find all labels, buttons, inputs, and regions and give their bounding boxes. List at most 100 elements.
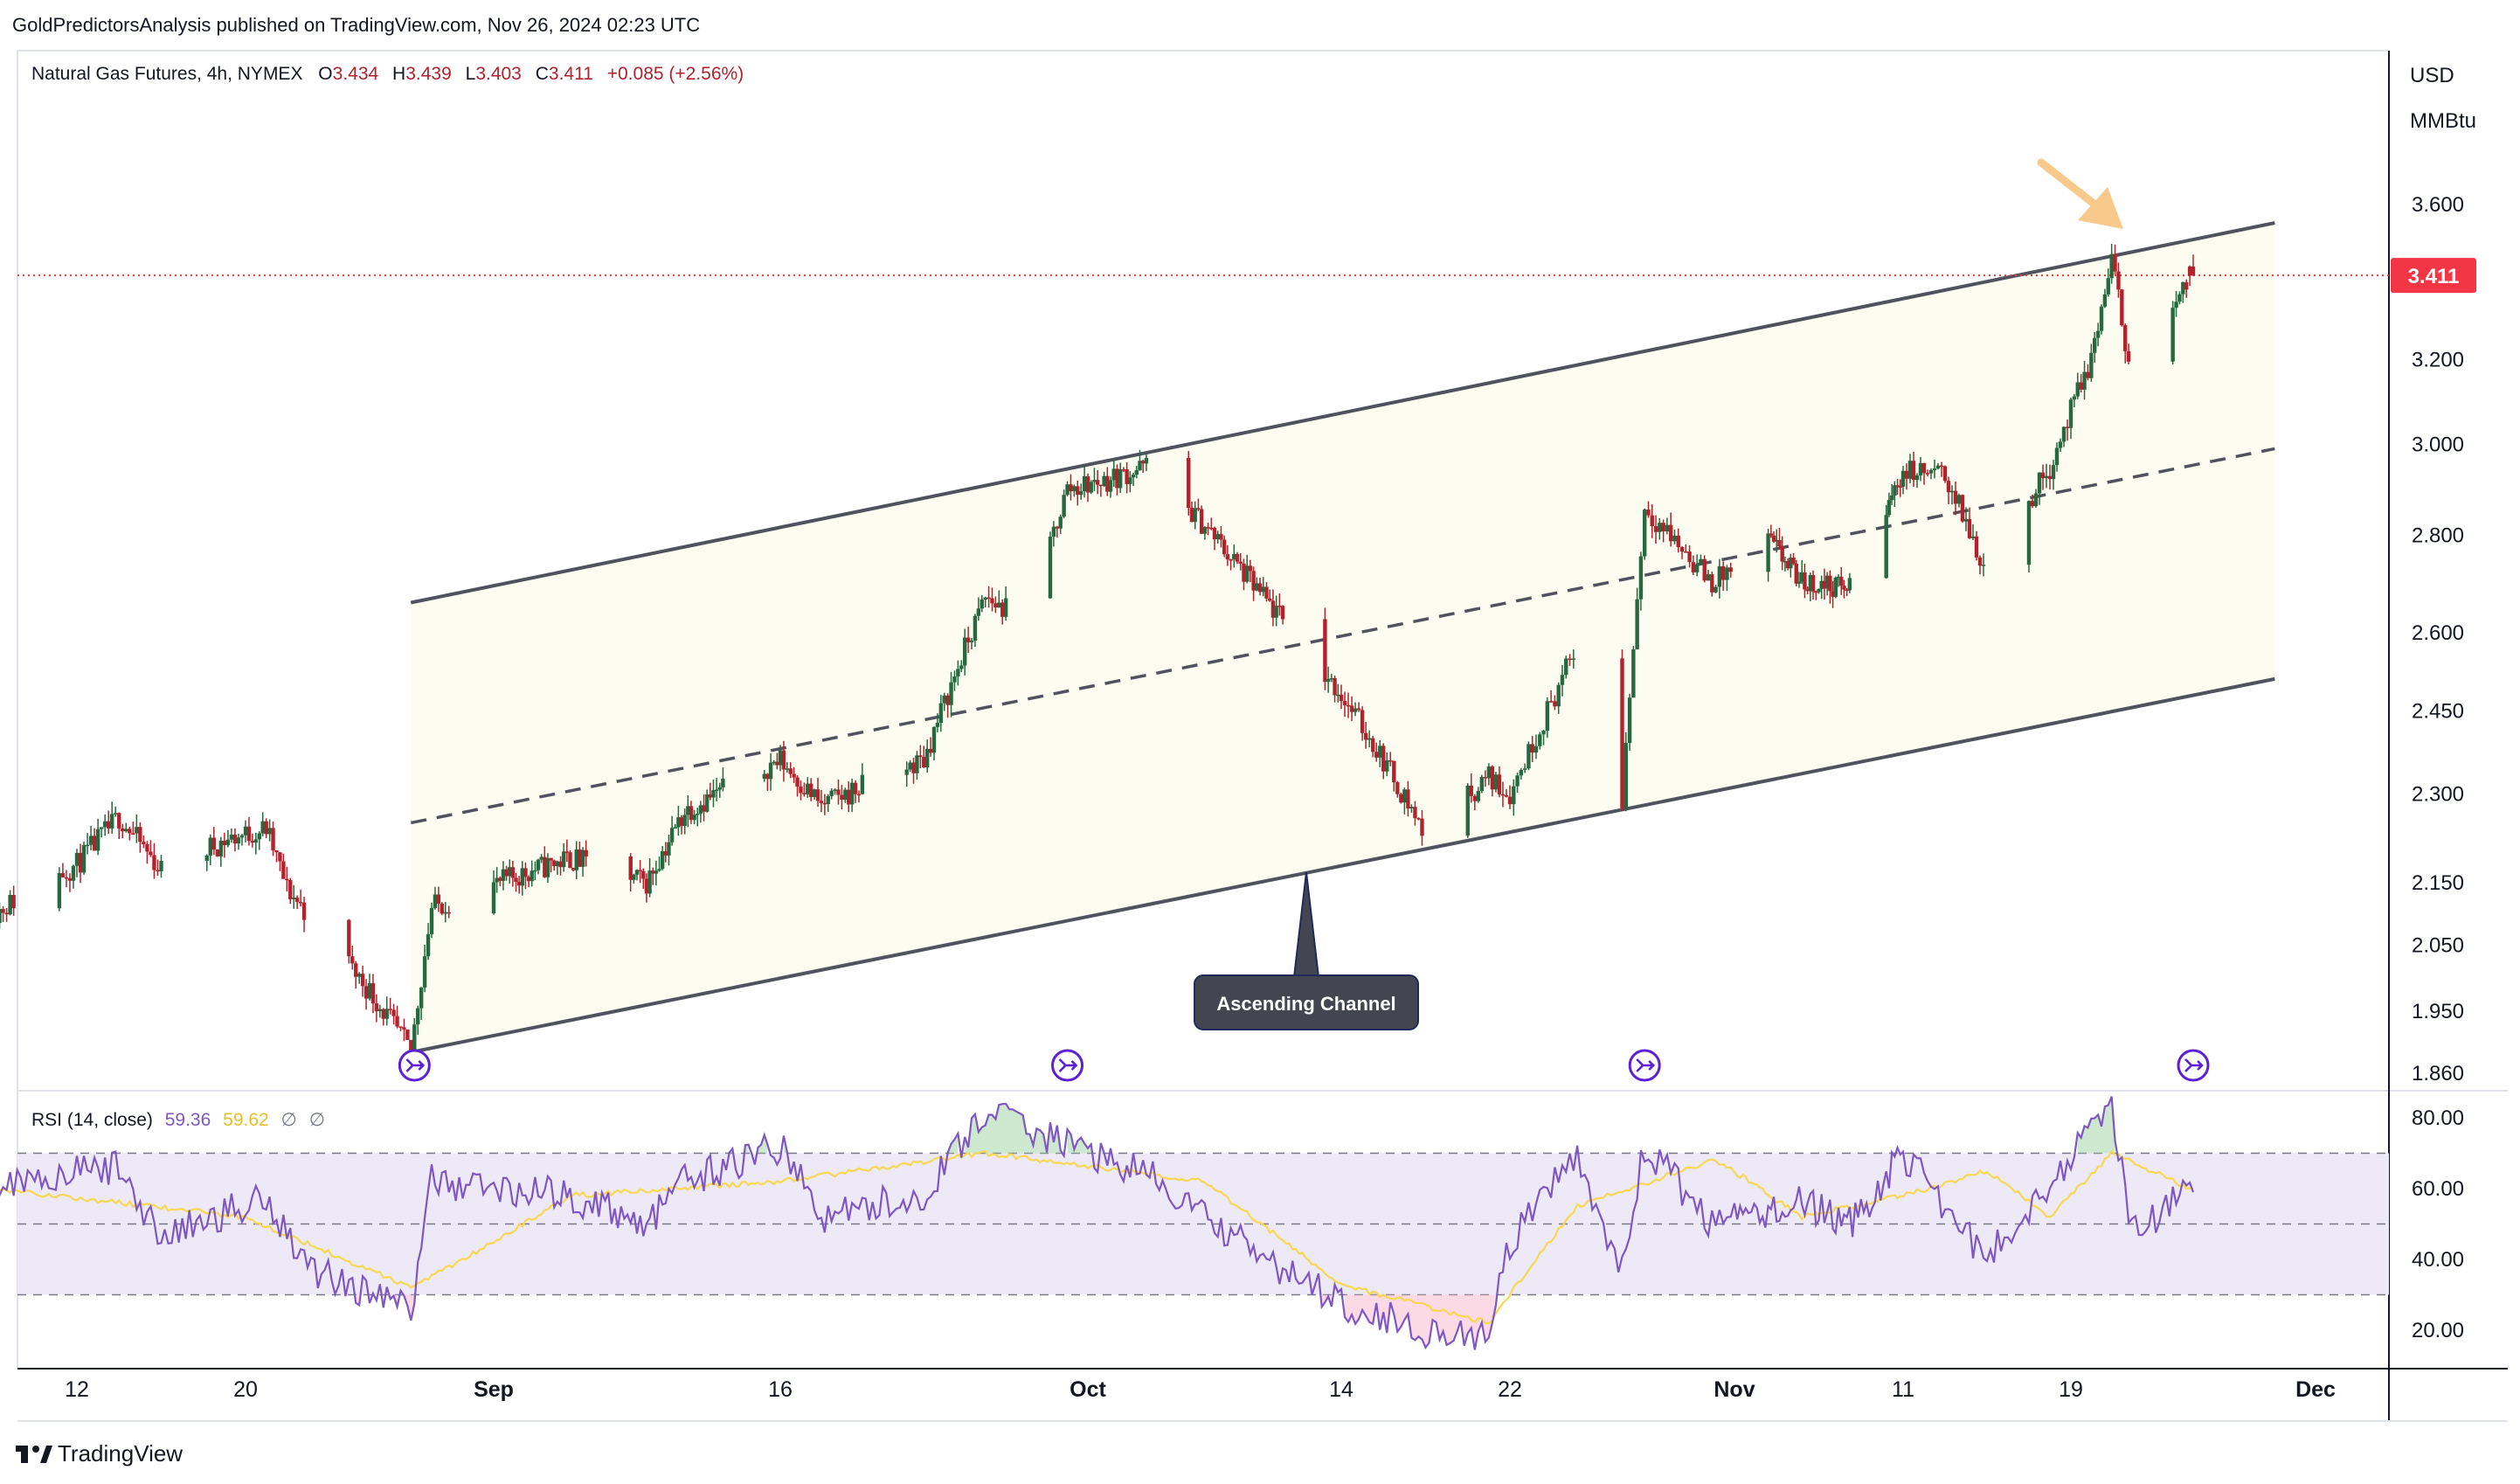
candle[interactable] — [67, 873, 73, 892]
candle[interactable] — [11, 885, 16, 916]
candle[interactable] — [1800, 559, 1804, 585]
candle[interactable] — [2126, 343, 2131, 364]
candle[interactable] — [976, 597, 981, 621]
candle[interactable] — [1115, 464, 1119, 496]
candle[interactable] — [1268, 589, 1272, 602]
candle[interactable] — [1643, 508, 1647, 560]
candle[interactable] — [698, 801, 703, 823]
candle[interactable] — [1783, 556, 1788, 572]
candle[interactable] — [498, 876, 502, 886]
candle[interactable] — [1235, 551, 1240, 565]
candle[interactable] — [2026, 500, 2032, 572]
candle[interactable] — [1564, 655, 1568, 679]
candle[interactable] — [1413, 801, 1417, 826]
candle[interactable] — [99, 827, 104, 838]
candle[interactable] — [1251, 566, 1256, 601]
candle[interactable] — [292, 884, 296, 909]
candle[interactable] — [1939, 461, 1944, 477]
candle[interactable] — [225, 829, 231, 848]
candle[interactable] — [2079, 374, 2083, 393]
candle[interactable] — [2061, 426, 2067, 447]
candle[interactable] — [918, 745, 923, 769]
candle[interactable] — [510, 861, 516, 887]
candle[interactable] — [1082, 465, 1087, 498]
candle[interactable] — [1497, 766, 1502, 798]
candle[interactable] — [440, 902, 445, 916]
candle[interactable] — [1553, 695, 1557, 711]
candle[interactable] — [1388, 752, 1393, 766]
candle[interactable] — [1512, 779, 1516, 816]
candle[interactable] — [1556, 682, 1561, 714]
candle[interactable] — [561, 843, 566, 872]
candle[interactable] — [1627, 693, 1632, 751]
candle[interactable] — [1134, 465, 1139, 479]
candle[interactable] — [145, 841, 149, 864]
candle[interactable] — [997, 590, 1001, 608]
candle[interactable] — [1504, 788, 1509, 798]
candle[interactable] — [1189, 501, 1194, 523]
candle[interactable] — [1367, 730, 1372, 748]
candle[interactable] — [949, 671, 953, 718]
candle[interactable] — [1530, 736, 1534, 763]
candle[interactable] — [657, 856, 661, 872]
candle[interactable] — [1548, 690, 1554, 703]
candle[interactable] — [1072, 484, 1077, 497]
candle[interactable] — [1887, 492, 1892, 517]
candle[interactable] — [1051, 521, 1056, 547]
candle[interactable] — [1500, 781, 1506, 808]
candle[interactable] — [956, 660, 960, 686]
candle[interactable] — [1791, 553, 1796, 565]
candle[interactable] — [1209, 517, 1214, 530]
candle[interactable] — [1828, 570, 1832, 604]
candle[interactable] — [2030, 494, 2035, 509]
candle[interactable] — [545, 853, 550, 884]
candle[interactable] — [651, 867, 655, 885]
candle[interactable] — [571, 868, 576, 872]
candle[interactable] — [931, 726, 937, 761]
candle[interactable] — [1128, 471, 1132, 493]
candle[interactable] — [628, 853, 633, 891]
candle[interactable] — [1058, 514, 1063, 534]
candle[interactable] — [833, 788, 837, 795]
candle[interactable] — [689, 801, 694, 824]
candle[interactable] — [285, 866, 289, 891]
candle[interactable] — [1248, 559, 1253, 582]
candle[interactable] — [1568, 654, 1572, 667]
candle[interactable] — [673, 823, 677, 829]
candle[interactable] — [1416, 817, 1421, 821]
candle[interactable] — [360, 965, 365, 997]
candle[interactable] — [945, 693, 950, 718]
candle[interactable] — [647, 858, 652, 898]
candle[interactable] — [106, 810, 111, 835]
candle[interactable] — [847, 781, 851, 813]
candle[interactable] — [1803, 563, 1807, 599]
candle[interactable] — [1960, 494, 1965, 524]
candle[interactable] — [942, 692, 946, 711]
candle[interactable] — [714, 778, 719, 801]
last-price-tag[interactable]: 3.411 — [2391, 258, 2476, 294]
candle[interactable] — [211, 827, 217, 856]
candle[interactable] — [1687, 544, 1692, 568]
candle[interactable] — [1048, 531, 1053, 600]
candle[interactable] — [1949, 485, 1955, 505]
candle[interactable] — [922, 745, 926, 768]
candle[interactable] — [1277, 593, 1282, 616]
candle[interactable] — [271, 822, 275, 856]
candle[interactable] — [81, 841, 87, 875]
candle[interactable] — [1777, 527, 1782, 550]
candle[interactable] — [419, 987, 424, 1020]
candle[interactable] — [1261, 577, 1265, 597]
candle[interactable] — [2040, 464, 2046, 490]
candle[interactable] — [135, 815, 139, 843]
candle[interactable] — [1069, 474, 1073, 501]
candle[interactable] — [2068, 397, 2073, 440]
candle[interactable] — [1465, 783, 1470, 838]
candle[interactable] — [1904, 463, 1909, 490]
candle[interactable] — [533, 861, 537, 881]
candle[interactable] — [1771, 530, 1776, 544]
candle[interactable] — [1981, 553, 1986, 577]
candle[interactable] — [260, 812, 265, 836]
candle[interactable] — [2174, 291, 2178, 317]
candle[interactable] — [149, 840, 153, 857]
candle[interactable] — [676, 806, 681, 836]
